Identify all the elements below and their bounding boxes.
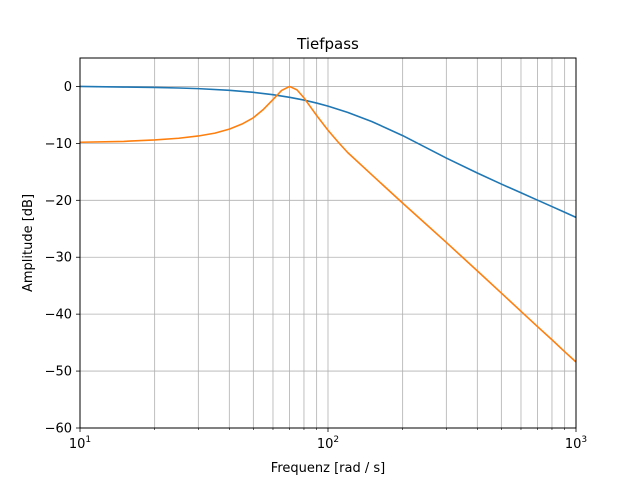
y-tick-label: −50 <box>45 365 72 380</box>
grid <box>79 58 576 429</box>
x-tick-label: 101 <box>69 435 91 452</box>
y-tick-label: 0 <box>64 80 72 95</box>
x-axis-label: Frequenz [rad / s] <box>271 461 385 476</box>
y-tick-label: −30 <box>45 251 72 266</box>
y-tick-label: −40 <box>45 308 72 323</box>
y-tick-label: −10 <box>45 137 72 152</box>
x-axis-ticks: 101 102 103 <box>69 428 587 452</box>
y-tick-label: −20 <box>45 194 72 209</box>
series-lines <box>79 85 577 363</box>
x-tick-label: 102 <box>317 435 339 452</box>
y-axis-label: Amplitude [dB] <box>21 194 36 292</box>
x-tick-label: 103 <box>565 435 587 452</box>
series-line-2 <box>79 85 577 363</box>
y-tick-label: −60 <box>45 422 72 437</box>
chart-title: Tiefpass <box>296 35 359 53</box>
series-line-1 <box>79 85 577 219</box>
y-axis-ticks: 0 −10 −20 −30 −40 −50 −60 <box>45 80 80 437</box>
